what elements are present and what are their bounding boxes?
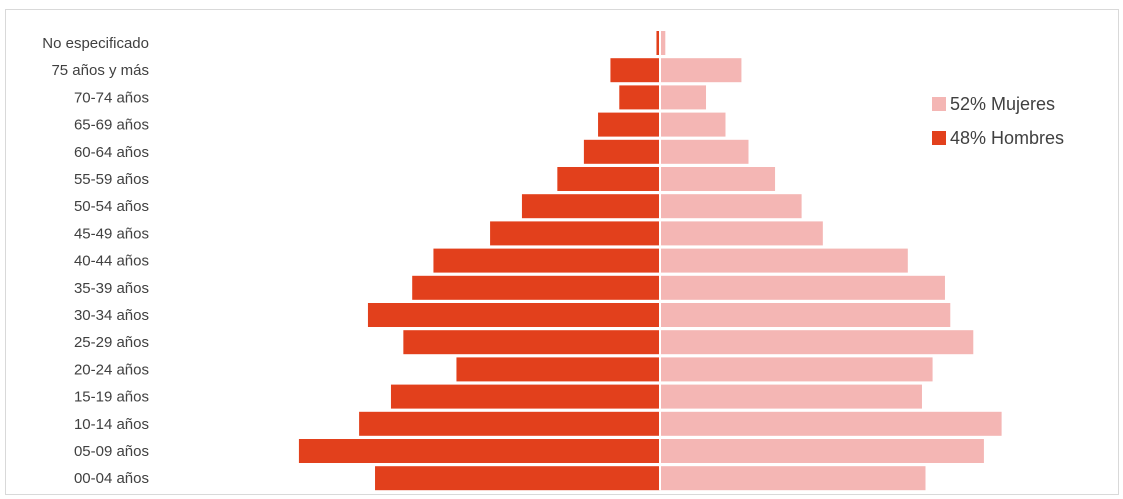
- category-label-20-24-anos: 20-24 años: [74, 361, 149, 378]
- bar-mujeres-20-24-anos: [660, 357, 933, 382]
- category-label-15-19-anos: 15-19 años: [74, 389, 149, 406]
- category-label-00-04-anos: 00-04 años: [74, 470, 149, 487]
- bar-mujeres-65-69-anos: [660, 112, 726, 137]
- bar-hombres-20-24-anos: [456, 357, 660, 382]
- legend-swatch-52-mujeres: [932, 97, 946, 111]
- bar-hombres-50-54-anos: [521, 194, 660, 219]
- bar-hombres-60-64-anos: [583, 139, 660, 164]
- bar-mujeres-55-59-anos: [660, 167, 776, 191]
- bars-layer: [298, 31, 1002, 491]
- bar-mujeres-50-54-anos: [660, 194, 802, 219]
- bar-hombres-55-59-anos: [557, 167, 660, 191]
- category-label-50-54-anos: 50-54 años: [74, 198, 149, 215]
- category-labels: No especificado 75 años y más 70-74 años 65…: [42, 35, 149, 487]
- bar-hombres-00-04-anos: [375, 466, 660, 491]
- legend-swatch-48-hombres: [932, 131, 946, 145]
- category-label-75-anos-y-mas: 75 años y más: [51, 62, 149, 79]
- bar-mujeres-00-04-anos: [660, 466, 926, 491]
- category-label-40-44-anos: 40-44 años: [74, 253, 149, 270]
- category-label-70-74-anos: 70-74 años: [74, 89, 149, 106]
- bar-hombres-70-74-anos: [619, 85, 660, 110]
- bar-mujeres-10-14-anos: [660, 411, 1002, 436]
- bar-mujeres-no-especificado: [660, 31, 666, 55]
- bar-mujeres-45-49-anos: [660, 221, 823, 246]
- bar-mujeres-25-29-anos: [660, 330, 974, 355]
- bar-hombres-45-49-anos: [490, 221, 660, 246]
- legend-label-48-hombres: 48% Hombres: [950, 128, 1064, 148]
- bar-mujeres-70-74-anos: [660, 85, 707, 110]
- bar-hombres-65-69-anos: [598, 112, 660, 137]
- bar-hombres-40-44-anos: [433, 248, 660, 273]
- bar-hombres-30-34-anos: [367, 303, 660, 327]
- category-label-30-34-anos: 30-34 años: [74, 307, 149, 324]
- bar-hombres-05-09-anos: [298, 439, 660, 463]
- bar-hombres-15-19-anos: [390, 384, 660, 409]
- category-label-05-09-anos: 05-09 años: [74, 443, 149, 460]
- category-label-25-29-anos: 25-29 años: [74, 334, 149, 351]
- bar-hombres-35-39-anos: [412, 275, 660, 300]
- category-label-55-59-anos: 55-59 años: [74, 171, 149, 188]
- bar-mujeres-05-09-anos: [660, 439, 984, 463]
- bar-hombres-10-14-anos: [359, 411, 660, 436]
- category-label-45-49-anos: 45-49 años: [74, 225, 149, 242]
- bar-hombres-25-29-anos: [403, 330, 660, 355]
- bar-mujeres-60-64-anos: [660, 139, 749, 164]
- bar-mujeres-75-anos-y-mas: [660, 58, 742, 83]
- legend: 52% Mujeres 48% Hombres: [932, 94, 1064, 148]
- bar-mujeres-30-34-anos: [660, 303, 951, 327]
- category-label-65-69-anos: 65-69 años: [74, 117, 149, 134]
- legend-label-52-mujeres: 52% Mujeres: [950, 94, 1055, 114]
- bar-hombres-75-anos-y-mas: [610, 58, 660, 83]
- category-label-10-14-anos: 10-14 años: [74, 416, 149, 433]
- bar-mujeres-35-39-anos: [660, 275, 945, 300]
- bar-mujeres-15-19-anos: [660, 384, 922, 409]
- bar-hombres-no-especificado: [656, 31, 660, 55]
- category-label-35-39-anos: 35-39 años: [74, 280, 149, 297]
- category-label-no-especificado: No especificado: [42, 35, 149, 52]
- category-label-60-64-anos: 60-64 años: [74, 144, 149, 161]
- bar-mujeres-40-44-anos: [660, 248, 908, 273]
